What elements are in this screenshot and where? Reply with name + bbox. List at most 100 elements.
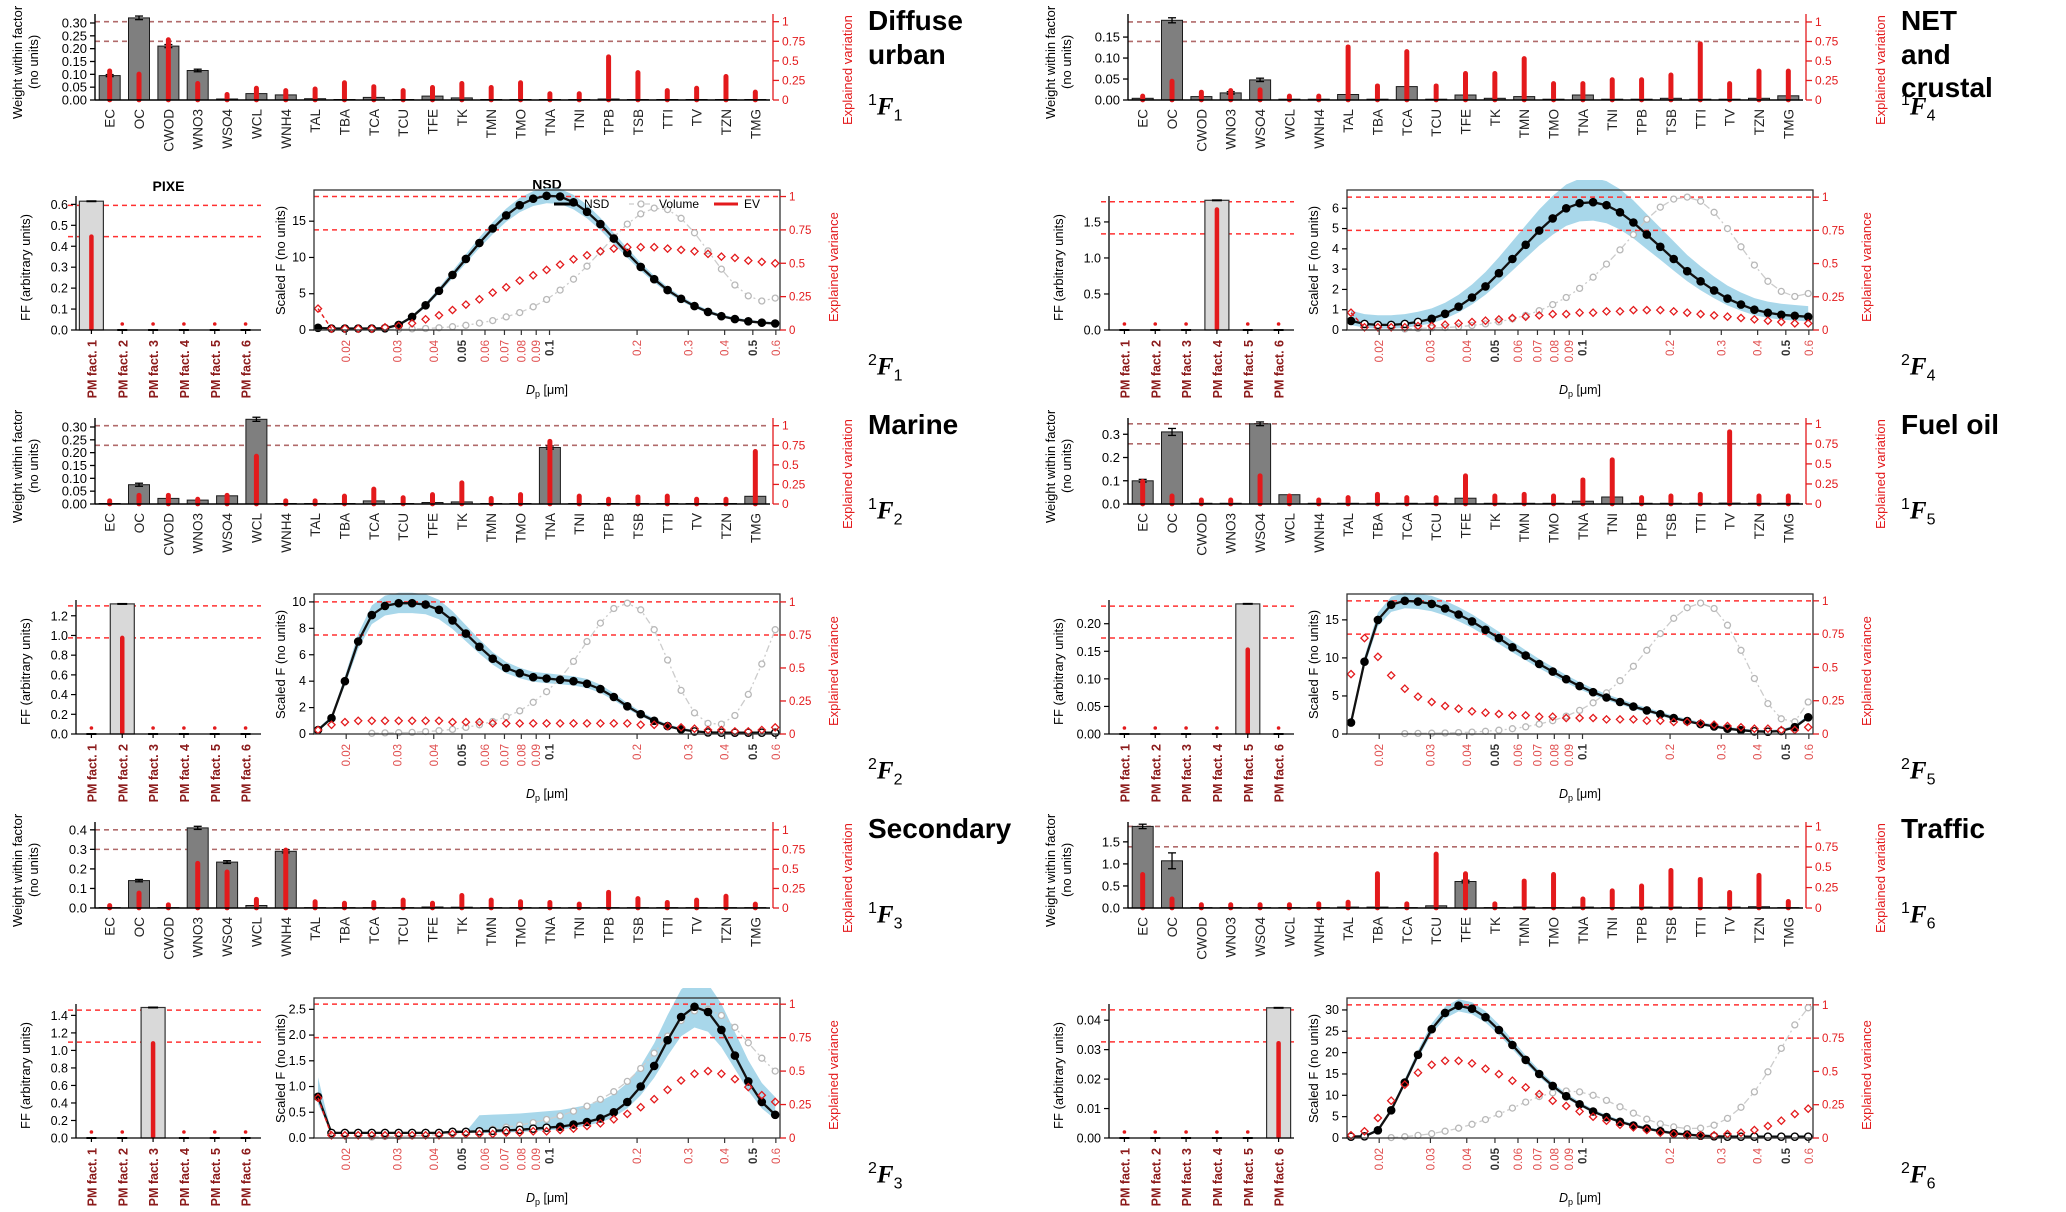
- svg-text:1.5: 1.5: [1102, 834, 1120, 849]
- species-label: TSB: [631, 917, 646, 943]
- svg-text:0: 0: [1815, 497, 1822, 511]
- svg-text:0.2: 0.2: [51, 708, 68, 722]
- svg-text:0.75: 0.75: [789, 630, 811, 642]
- species-label: TAL: [1341, 513, 1356, 537]
- species-label: TNI: [572, 109, 587, 131]
- svg-text:0.00: 0.00: [1077, 728, 1101, 742]
- species-label: TNI: [1605, 513, 1620, 535]
- svg-text:1.0: 1.0: [51, 1044, 68, 1058]
- dp-tick-label: 0.08: [516, 1148, 528, 1170]
- species-label: TMO: [514, 917, 529, 947]
- dp-tick-label: 0.5: [1781, 339, 1793, 356]
- dp-tick-label: 0.04: [1462, 743, 1474, 766]
- ev-point: [1480, 1064, 1491, 1074]
- ev-point: [555, 1125, 565, 1135]
- species-label: TMG: [1781, 513, 1796, 543]
- svg-text:0.6: 0.6: [51, 1079, 68, 1093]
- ev-point: [501, 1128, 511, 1138]
- pm-factor-label: PM fact. 4: [1211, 340, 1225, 398]
- pm-factor-label: PM fact. 6: [1273, 1148, 1287, 1206]
- ev-point: [636, 720, 646, 730]
- species-label: TK: [455, 513, 470, 530]
- species-label: TMO: [1547, 917, 1562, 947]
- ev-point: [1709, 720, 1719, 730]
- ff-chart-F3: PM fact. 1 PM fact. 2 PM fact. 3 PM fact. 4…: [18, 1004, 261, 1206]
- svg-text:0.5: 0.5: [1815, 54, 1832, 68]
- nsd-y-axis-title: Scaled F (no units): [273, 610, 288, 719]
- svg-text:1: 1: [1332, 303, 1339, 317]
- ev-point: [1682, 1130, 1692, 1140]
- pm-factor-label: PM fact. 2: [116, 1148, 130, 1206]
- dp-tick-label: 0.04: [429, 339, 441, 362]
- factor-group-F5: EC OC CWOD WNO3 WSO4 WCL WNH4 TAL TBA TCA TCU TFE TK…: [1033, 404, 2066, 808]
- dp-tick-label: 0.5: [1781, 1147, 1793, 1164]
- species-weight-chart-F1: EC OC CWOD WNO3 WSO4 WCL WNH4 TAL TBA TCA TCU TFE TK…: [10, 5, 855, 152]
- svg-text:0.25: 0.25: [1815, 881, 1839, 895]
- ev-point: [649, 720, 659, 730]
- svg-text:0.4: 0.4: [51, 688, 68, 702]
- ev-point: [1642, 716, 1652, 726]
- species-label: EC: [103, 513, 118, 532]
- species-label: TCA: [367, 917, 382, 944]
- ev-point: [1615, 1120, 1625, 1130]
- ev-point: [1803, 1104, 1813, 1114]
- dp-tick-label: 0.09: [531, 1148, 543, 1170]
- dp-tick-label: 0.09: [1564, 340, 1576, 362]
- dp-tick-label: 0.02: [1374, 1148, 1386, 1170]
- dp-tick-label: 0.06: [1513, 1148, 1525, 1170]
- pm-factor-label: PM fact. 3: [147, 1148, 161, 1206]
- species-label: TCU: [1429, 917, 1444, 945]
- species-label: TMN: [1517, 109, 1532, 138]
- species-label: WSO4: [220, 109, 235, 149]
- species-label: TTI: [1693, 109, 1708, 129]
- dp-tick-label: 0.04: [429, 743, 441, 766]
- species-label: TBA: [337, 513, 352, 539]
- ev-point: [1736, 722, 1746, 732]
- svg-text:10: 10: [1325, 651, 1339, 665]
- svg-text:0: 0: [299, 727, 306, 741]
- dp-tick-label: 0.02: [1374, 744, 1386, 766]
- dp-tick-label: 0.2: [1665, 340, 1677, 356]
- ev-point: [609, 1114, 619, 1124]
- dp-tick-label: 0.4: [720, 1147, 732, 1164]
- ev-point: [501, 718, 511, 728]
- ff-chart-F5: PM fact. 1 PM fact. 2 PM fact. 3 PM fact. 4…: [1051, 600, 1294, 802]
- ev-point: [1642, 305, 1652, 315]
- species-label: TSB: [631, 109, 646, 135]
- ev-point: [730, 726, 740, 736]
- svg-text:0.0: 0.0: [51, 728, 68, 742]
- factor-group-F4: EC OC CWOD WNO3 WSO4 WCL WNH4 TAL TBA TCA TCU TFE TK…: [1033, 0, 2066, 404]
- species-label: TPB: [1635, 513, 1650, 539]
- species-label: CWOD: [161, 109, 176, 152]
- svg-text:0.15: 0.15: [62, 54, 87, 69]
- ff-y-axis-title: FF (arbitrary units): [18, 214, 33, 321]
- explained-variance-axis-title: Explained variance: [826, 1020, 841, 1130]
- species-label: TMO: [514, 513, 529, 543]
- species-label: WNO3: [191, 109, 206, 150]
- ev-point: [474, 294, 484, 304]
- ev-point: [663, 244, 673, 254]
- svg-text:0.0: 0.0: [51, 324, 68, 338]
- svg-text:1.0: 1.0: [289, 1080, 306, 1094]
- species-label: WCL: [1282, 513, 1297, 543]
- ff-chart-F1: PIXE PM fact. 1 PM fact. 2 PM fact. 3 PM fac…: [18, 180, 261, 398]
- ev-point: [1628, 305, 1638, 315]
- species-label: TZN: [719, 917, 734, 943]
- ff-y-axis-title: FF (arbitrary units): [18, 1022, 33, 1129]
- ev-point: [622, 242, 632, 252]
- ev-point: [716, 252, 726, 262]
- factor-group-F3: EC OC CWOD WNO3 WSO4 WCL WNH4 TAL TBA TCA TCU TFE TK…: [0, 808, 1033, 1212]
- svg-text:(no units): (no units): [26, 843, 41, 897]
- ev-point: [1736, 313, 1746, 323]
- dp-tick-label: 0.06: [480, 340, 492, 362]
- explained-variation-axis-title: Explained variation: [1873, 823, 1888, 933]
- factor-label-top-F6: 1F6: [1901, 900, 1936, 933]
- ev-point: [1440, 701, 1450, 711]
- dp-tick-label: 0.3: [683, 340, 695, 356]
- pm-factor-label: PM fact. 1: [85, 1148, 99, 1206]
- group-title-F1: Diffuse urban: [868, 5, 963, 70]
- dp-tick-label: 0.06: [1513, 744, 1525, 766]
- ev-point: [1454, 1056, 1464, 1066]
- group-title-F3: Secondary: [868, 813, 1012, 844]
- svg-text:0.5: 0.5: [1102, 878, 1120, 893]
